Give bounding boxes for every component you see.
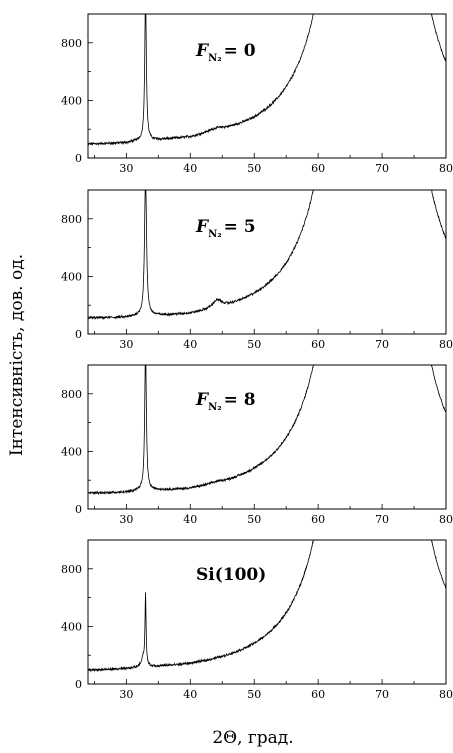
- x-tick-label-3-50: 50: [247, 513, 261, 526]
- panel-label-main: F: [195, 217, 210, 237]
- x-tick-label-3-80: 80: [439, 513, 453, 526]
- x-tick-label-4-50: 50: [247, 688, 261, 701]
- panel-label-main: F: [195, 41, 210, 61]
- x-tick-label-4-30: 30: [119, 688, 133, 701]
- y-tick-label-4-800: 800: [61, 563, 82, 576]
- panel-label-subscript: N₂: [208, 402, 222, 413]
- y-tick-label-3-0: 0: [75, 503, 82, 516]
- panel-label-rest: = 5: [224, 217, 256, 237]
- plot-frame-1: [87, 13, 447, 159]
- y-tick-label-3-800: 800: [61, 388, 82, 401]
- panel-label-rest: = 8: [224, 390, 256, 410]
- panel-label-3: FN₂ = 8: [195, 390, 256, 413]
- panel-label-rest: = 0: [224, 41, 256, 61]
- spectrum-line-3: [88, 365, 446, 496]
- x-tick-label-2-70: 70: [375, 338, 389, 351]
- x-tick-label-1-30: 30: [119, 162, 133, 175]
- y-tick-label-1-0: 0: [75, 152, 82, 165]
- panel-label-2: FN₂ = 5: [195, 217, 256, 240]
- y-tick-label-4-0: 0: [75, 678, 82, 691]
- x-tick-label-2-30: 30: [119, 338, 133, 351]
- panel-label-4: Si(100): [196, 565, 266, 585]
- y-tick-label-1-800: 800: [61, 37, 82, 50]
- y-tick-label-2-800: 800: [61, 213, 82, 226]
- panel-label-main: F: [195, 390, 210, 410]
- x-tick-label-3-60: 60: [311, 513, 325, 526]
- y-tick-label-4-400: 400: [61, 620, 82, 633]
- x-tick-label-3-30: 30: [119, 513, 133, 526]
- panel-label-subscript: N₂: [208, 53, 222, 64]
- x-tick-label-3-70: 70: [375, 513, 389, 526]
- y-tick-label-2-400: 400: [61, 270, 82, 283]
- x-tick-label-4-60: 60: [311, 688, 325, 701]
- x-tick-label-1-50: 50: [247, 162, 261, 175]
- spectrum-line-1: [88, 14, 446, 147]
- x-tick-label-1-60: 60: [311, 162, 325, 175]
- x-tick-label-1-70: 70: [375, 162, 389, 175]
- x-tick-label-1-40: 40: [183, 162, 197, 175]
- spectrum-line-2: [88, 190, 446, 321]
- y-tick-label-2-0: 0: [75, 328, 82, 341]
- plot-frame-4: [87, 539, 447, 685]
- panel-label-1: FN₂ = 0: [195, 41, 256, 64]
- plot-frame-2: [87, 189, 447, 335]
- x-tick-label-1-80: 80: [439, 162, 453, 175]
- x-tick-label-4-80: 80: [439, 688, 453, 701]
- x-axis-title: 2Θ, град.: [212, 728, 293, 748]
- x-tick-label-3-40: 40: [183, 513, 197, 526]
- x-tick-label-2-40: 40: [183, 338, 197, 351]
- panel-label-subscript: N₂: [208, 229, 222, 240]
- y-tick-label-3-400: 400: [61, 445, 82, 458]
- x-tick-label-4-70: 70: [375, 688, 389, 701]
- x-tick-label-2-60: 60: [311, 338, 325, 351]
- x-tick-label-4-40: 40: [183, 688, 197, 701]
- spectrum-line-4: [88, 540, 446, 673]
- y-axis-title: Інтенсивність, дов. од.: [7, 254, 27, 456]
- panel-label-main: Si(100): [196, 565, 266, 585]
- x-tick-label-2-50: 50: [247, 338, 261, 351]
- x-tick-label-2-80: 80: [439, 338, 453, 351]
- y-tick-label-1-400: 400: [61, 94, 82, 107]
- plot-frame-3: [87, 364, 447, 510]
